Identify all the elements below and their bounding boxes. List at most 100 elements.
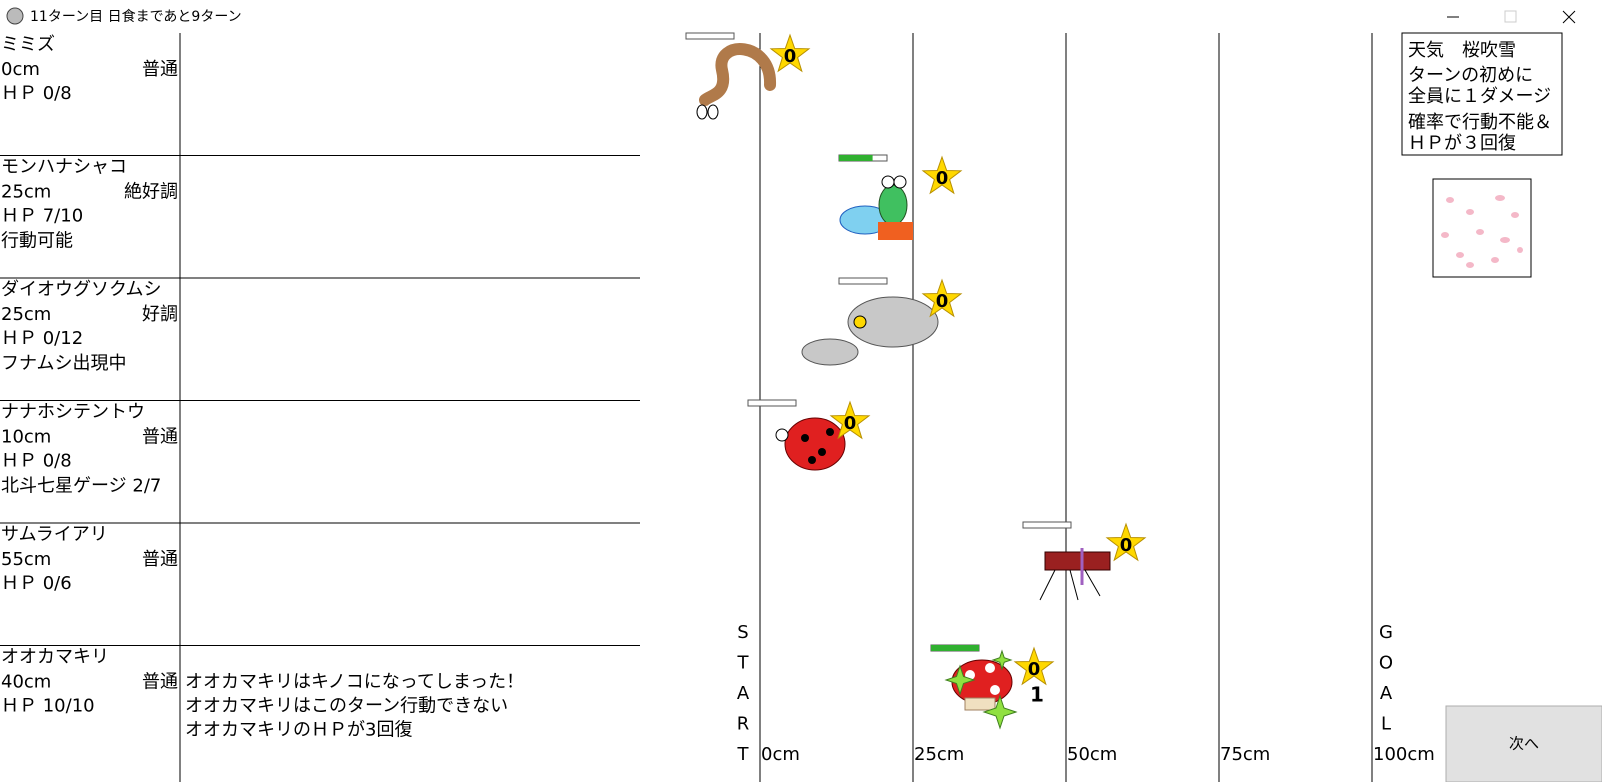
star-icon <box>769 33 811 73</box>
eye <box>893 175 907 189</box>
creature-note: フナムシ出現中 <box>1 353 126 374</box>
maximize-button[interactable] <box>1504 10 1517 23</box>
creature-hp: ＨＰ 0/12 <box>1 328 83 349</box>
creature-condition: 普通 <box>142 59 178 80</box>
creature-sprite <box>775 417 846 471</box>
track-tick-label: 50cm <box>1067 744 1117 765</box>
weather-box <box>1401 32 1563 156</box>
goal-letter: O <box>1379 653 1393 674</box>
sparkle <box>991 649 1013 671</box>
creature-sprite <box>839 175 913 240</box>
creature-note: 行動可能 <box>1 231 73 252</box>
mushroom-stem <box>964 697 996 711</box>
creature-sprite <box>1039 548 1111 601</box>
eye <box>853 315 867 329</box>
dot <box>826 428 834 436</box>
creature-sprite <box>696 43 777 120</box>
creature-name: サムライアリ <box>1 524 108 545</box>
battle-message: オオカマキリはこのターン行動できない <box>185 696 508 717</box>
sub-count: 1 <box>1030 683 1044 707</box>
weather-line: 全員に１ダメージ <box>1408 86 1551 107</box>
next-button-label[interactable]: 次へ <box>1509 735 1539 753</box>
star-count: 0 <box>936 291 949 312</box>
ant-sprite <box>1044 551 1111 571</box>
start-letter: S <box>737 622 748 643</box>
sparkle <box>944 664 976 696</box>
creature-name: ダイオウグソクムシ <box>1 279 162 300</box>
creature-distance: 40cm <box>1 672 51 693</box>
app-icon <box>6 7 24 25</box>
dot <box>818 448 826 456</box>
worm-sprite <box>699 43 777 106</box>
creature-hp: ＨＰ 0/8 <box>1 83 72 104</box>
creature-distance: 25cm <box>1 304 51 325</box>
hp-bar-fill <box>839 155 873 161</box>
window-title: 11ターン目 日食まであと9ターン <box>30 8 242 25</box>
hp-bar <box>838 277 888 285</box>
star-icon <box>1013 646 1055 686</box>
shrimp-claw <box>878 222 913 240</box>
sparkle <box>982 694 1018 730</box>
ant-legs <box>1039 569 1101 601</box>
creature-distance: 25cm <box>1 182 51 203</box>
eye <box>707 104 719 120</box>
sakura-petals <box>1441 195 1523 268</box>
star-icon <box>921 278 963 318</box>
track-tick-label: 0cm <box>761 744 800 765</box>
hp-bar <box>747 399 797 407</box>
creature-condition: 絶好調 <box>124 182 178 203</box>
weather-line: ターンの初めに <box>1408 65 1533 86</box>
next-button[interactable] <box>1445 705 1602 782</box>
creature-condition: 普通 <box>142 427 178 448</box>
creature-distance: 10cm <box>1 427 51 448</box>
dot <box>801 434 809 442</box>
close-button[interactable] <box>1562 10 1576 24</box>
hp-bar-fill <box>931 645 979 651</box>
star-icon <box>1105 522 1147 562</box>
goal-letter: A <box>1380 683 1393 704</box>
creature-distance: 55cm <box>1 549 51 570</box>
dot <box>808 456 816 464</box>
weather-title: 天気 桜吹雪 <box>1408 40 1516 61</box>
creature-condition: 普通 <box>142 549 178 570</box>
star-count: 0 <box>784 46 797 67</box>
track-tick-label: 75cm <box>1220 744 1270 765</box>
creature-sprite <box>944 649 1018 730</box>
start-letter: R <box>737 714 750 735</box>
creature-name: モンハナシャコ <box>1 157 127 178</box>
star-icon <box>921 155 963 195</box>
goal-letter: G <box>1379 622 1393 643</box>
battle-message: オオカマキリのＨＰが3回復 <box>185 720 412 741</box>
start-letter: T <box>737 653 750 674</box>
creature-hp: ＨＰ 0/8 <box>1 451 72 472</box>
weather-line: 確率で行動不能＆ <box>1408 112 1552 133</box>
star-count: 0 <box>936 168 949 189</box>
creature-hp: ＨＰ 0/6 <box>1 573 72 594</box>
hp-bar <box>685 32 735 40</box>
star-count: 0 <box>844 413 857 434</box>
weather-image <box>1432 178 1532 278</box>
eye <box>696 104 708 120</box>
spot <box>990 685 1000 695</box>
battle-message: オオカマキリはキノコになってしまった！ <box>185 672 524 693</box>
goal-letter: L <box>1381 714 1391 735</box>
eye <box>881 175 895 189</box>
star-count: 0 <box>1120 535 1133 556</box>
star-count: 0 <box>1028 659 1041 680</box>
creature-name: オオカマキリ <box>1 647 109 668</box>
creature-name: ナナホシテントウ <box>1 402 145 423</box>
spot <box>985 663 995 673</box>
isopod-small <box>801 338 859 366</box>
weather-line: ＨＰが３回復 <box>1408 133 1516 154</box>
track-tick-label: 25cm <box>914 744 964 765</box>
start-letter: T <box>737 744 750 765</box>
creature-sprite <box>801 296 939 366</box>
creature-hp: ＨＰ 10/10 <box>1 696 95 717</box>
start-letter: A <box>737 683 750 704</box>
eye <box>775 428 789 442</box>
creature-hp: ＨＰ 7/10 <box>1 206 83 227</box>
creature-condition: 好調 <box>142 304 178 325</box>
star-icon <box>829 400 871 440</box>
isopod-sprite <box>847 296 939 348</box>
